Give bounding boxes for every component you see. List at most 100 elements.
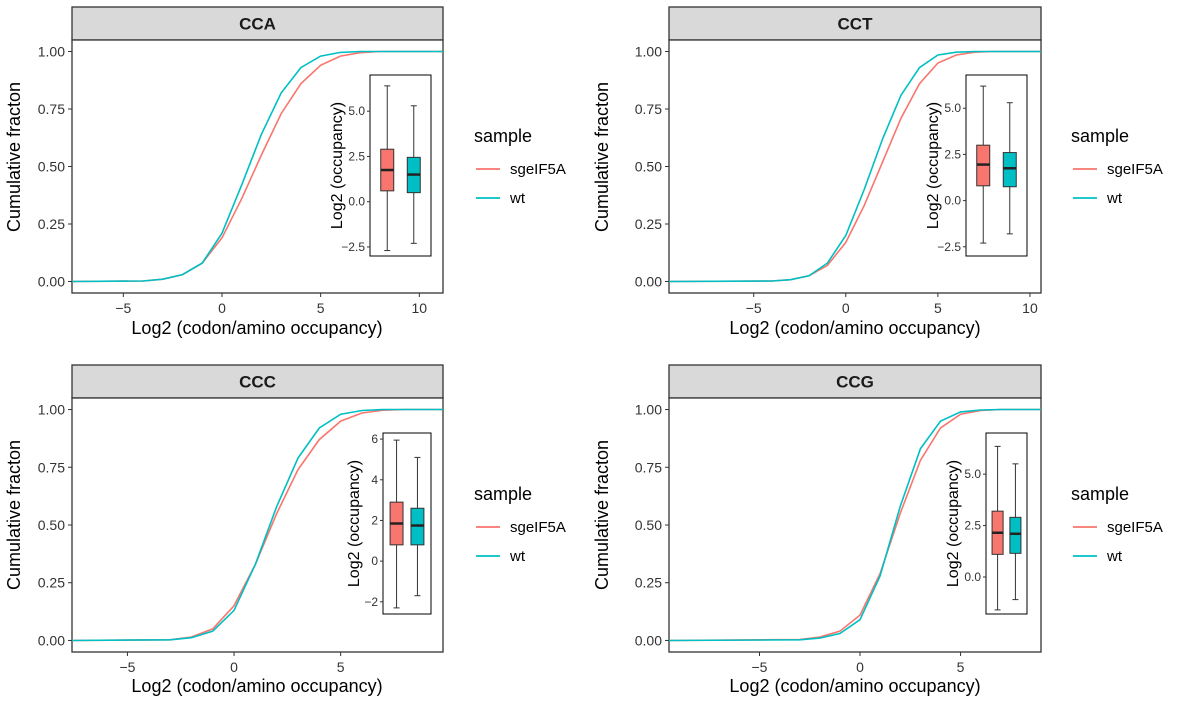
- x-tick-label: 0: [218, 300, 226, 316]
- inset-y-tick-label: −2.5: [341, 240, 365, 254]
- y-tick-label: 0.75: [38, 459, 65, 475]
- y-tick-label: 1.00: [635, 402, 662, 418]
- x-tick-label: −5: [115, 300, 131, 316]
- y-tick-label: 0.75: [38, 101, 65, 117]
- x-tick-label: 0: [842, 300, 850, 316]
- y-tick-label: 1.00: [38, 402, 65, 418]
- x-tick-label: −5: [752, 659, 768, 675]
- x-tick-label: 0: [856, 659, 864, 675]
- y-axis-label: Cumulative fracton: [592, 440, 612, 590]
- y-tick-label: 0.50: [38, 159, 65, 175]
- boxplot-wt: [1009, 463, 1022, 601]
- x-tick-label: 5: [957, 659, 965, 675]
- y-tick-label: 1.00: [635, 44, 662, 60]
- x-axis-label: Log2 (codon/amino occupancy): [729, 676, 980, 696]
- facet-title: CCA: [239, 15, 276, 34]
- plot-panel: [71, 397, 444, 653]
- facet-strip: [71, 6, 444, 41]
- y-tick-label: 0.00: [635, 274, 662, 290]
- y-tick-label: 0.00: [635, 632, 662, 648]
- y-tick-label: 1.00: [38, 44, 65, 60]
- y-tick-label: 0.25: [38, 575, 65, 591]
- y-tick-label: 0.00: [38, 632, 65, 648]
- inset-y-tick-label: 4: [371, 473, 378, 487]
- inset-y-tick-label: 2.5: [944, 147, 961, 161]
- inset-y-tick-label: 5.0: [964, 467, 981, 481]
- x-tick-label: −5: [746, 300, 762, 316]
- y-axis-label: Cumulative fracton: [4, 82, 24, 232]
- legend: sample sgeIF5A wt: [1071, 126, 1163, 207]
- x-tick-label: −5: [119, 659, 135, 675]
- legend-label: wt: [509, 190, 526, 207]
- inset-y-tick-label: −2: [364, 595, 378, 609]
- inset-y-tick-label: 0: [371, 554, 378, 568]
- x-axis-label: Log2 (codon/amino occupancy): [131, 318, 382, 338]
- legend-title: sample: [1071, 484, 1129, 504]
- y-tick-label: 0.25: [38, 216, 65, 232]
- facet-strip: [668, 364, 1042, 399]
- boxplot-wt: [1002, 102, 1017, 235]
- x-tick-label: 10: [1022, 300, 1038, 316]
- box-iqr: [1009, 516, 1022, 554]
- inset-y-tick-label: 2.5: [964, 519, 981, 533]
- y-tick-label: 0.75: [635, 459, 662, 475]
- series-line-wt: [72, 50, 443, 283]
- x-tick-label: 5: [317, 300, 325, 316]
- boxplot-wt: [410, 456, 425, 597]
- x-tick-label: 5: [337, 659, 345, 675]
- legend-title: sample: [474, 484, 532, 504]
- series-line-wt: [669, 50, 1041, 283]
- x-tick-label: 10: [412, 300, 428, 316]
- inset-y-axis-label: Log2 (occupancy): [945, 460, 962, 587]
- legend-label: wt: [1106, 548, 1123, 565]
- boxplot-wt: [406, 105, 421, 244]
- boxplot-sgeif5a: [380, 85, 395, 252]
- legend-label: wt: [1106, 190, 1123, 207]
- facet-title: CCT: [838, 15, 874, 34]
- y-tick-label: 0.25: [635, 216, 662, 232]
- inset-y-tick-label: −2.5: [937, 240, 961, 254]
- y-axis-label: Cumulative fracton: [4, 440, 24, 590]
- y-tick-label: 0.50: [38, 517, 65, 533]
- inset-y-axis-label: Log2 (occupancy): [925, 102, 942, 229]
- inset-y-tick-label: 0.0: [348, 195, 365, 209]
- box-iqr: [1002, 152, 1017, 188]
- legend-title: sample: [1071, 126, 1129, 146]
- y-tick-label: 0.50: [635, 159, 662, 175]
- boxplot-sgeif5a: [976, 85, 991, 244]
- legend: sample sgeIF5A wt: [474, 126, 566, 207]
- series-line-sgeif5a: [72, 408, 443, 642]
- x-tick-label: 5: [934, 300, 942, 316]
- boxplot-sgeif5a: [991, 445, 1004, 611]
- y-tick-label: 0.50: [635, 517, 662, 533]
- inset-y-tick-label: 0.0: [964, 570, 981, 584]
- plot-panel: [668, 397, 1042, 653]
- inset-y-tick-label: 5.0: [348, 104, 365, 118]
- legend-label: sgeIF5A: [1107, 519, 1163, 536]
- facet-title: CCG: [836, 373, 874, 392]
- inset-y-tick-label: 2.5: [348, 149, 365, 163]
- inset-y-tick-label: 6: [371, 432, 378, 446]
- inset-y-axis-label: Log2 (occupancy): [346, 460, 363, 587]
- y-tick-label: 0.00: [38, 274, 65, 290]
- inset-y-tick-label: 5.0: [944, 101, 961, 115]
- x-axis-label: Log2 (codon/amino occupancy): [729, 318, 980, 338]
- panel-cca: CCA 0.00 0.25 0.50 0.75 1.00 −5 0 5 10 Log2 (codon…: [4, 6, 566, 338]
- y-tick-label: 0.75: [635, 101, 662, 117]
- y-axis-label: Cumulative fracton: [592, 82, 612, 232]
- legend-label: sgeIF5A: [510, 519, 566, 536]
- legend: sample sgeIF5A wt: [474, 484, 566, 565]
- legend-label: sgeIF5A: [1107, 161, 1163, 178]
- inset-y-axis-label: Log2 (occupancy): [329, 102, 346, 229]
- legend-label: wt: [509, 548, 526, 565]
- facet-title: CCC: [239, 373, 276, 392]
- series-line-wt: [72, 408, 443, 642]
- panel-cct: CCT 0.00 0.25 0.50 0.75 1.00 −5 0 5 10 Log2 (codon…: [592, 6, 1163, 338]
- legend-title: sample: [474, 126, 532, 146]
- x-tick-label: 0: [230, 659, 238, 675]
- boxplot-sgeif5a: [389, 439, 404, 609]
- legend: sample sgeIF5A wt: [1071, 484, 1163, 565]
- x-axis-label: Log2 (codon/amino occupancy): [131, 676, 382, 696]
